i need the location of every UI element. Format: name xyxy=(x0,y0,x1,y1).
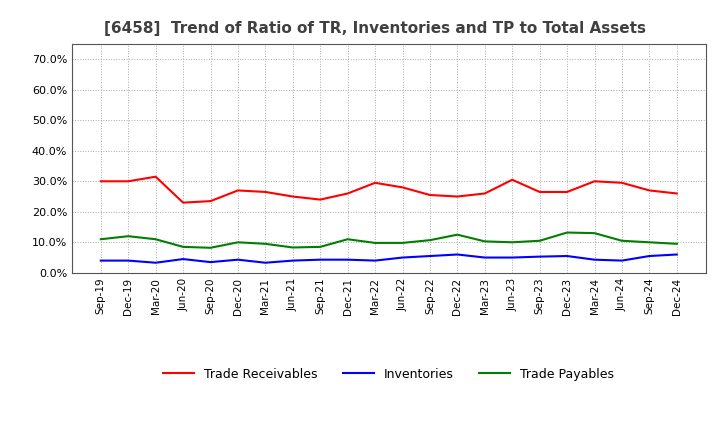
Inventories xyxy=(96,258,105,263)
Trade Payables xyxy=(590,231,599,236)
Trade Payables xyxy=(206,245,215,250)
Trade Receivables xyxy=(206,198,215,204)
Trade Receivables xyxy=(96,179,105,184)
Inventories xyxy=(480,255,489,260)
Inventories xyxy=(343,257,352,262)
Trade Receivables xyxy=(453,194,462,199)
Trade Receivables xyxy=(536,189,544,194)
Inventories xyxy=(261,260,270,265)
Trade Receivables xyxy=(371,180,379,185)
Inventories xyxy=(289,258,297,263)
Trade Payables xyxy=(151,237,160,242)
Trade Payables xyxy=(453,232,462,237)
Trade Payables xyxy=(289,245,297,250)
Inventories xyxy=(316,257,325,262)
Inventories xyxy=(536,254,544,259)
Inventories xyxy=(206,260,215,265)
Trade Receivables xyxy=(480,191,489,196)
Trade Payables xyxy=(179,244,187,249)
Trade Receivables xyxy=(151,174,160,180)
Trade Receivables xyxy=(289,194,297,199)
Trade Receivables xyxy=(563,189,572,194)
Inventories xyxy=(371,258,379,263)
Text: [6458]  Trend of Ratio of TR, Inventories and TP to Total Assets: [6458] Trend of Ratio of TR, Inventories… xyxy=(104,21,646,36)
Inventories xyxy=(645,253,654,259)
Inventories xyxy=(508,255,516,260)
Trade Receivables xyxy=(618,180,626,185)
Line: Inventories: Inventories xyxy=(101,254,677,263)
Trade Receivables xyxy=(124,179,132,184)
Trade Receivables xyxy=(343,191,352,196)
Trade Receivables xyxy=(590,179,599,184)
Inventories xyxy=(179,257,187,262)
Trade Receivables xyxy=(398,185,407,190)
Line: Trade Receivables: Trade Receivables xyxy=(101,177,677,203)
Inventories xyxy=(563,253,572,259)
Trade Payables xyxy=(508,240,516,245)
Trade Receivables xyxy=(261,189,270,194)
Trade Receivables xyxy=(508,177,516,183)
Trade Payables xyxy=(480,239,489,244)
Inventories xyxy=(672,252,681,257)
Trade Payables xyxy=(261,241,270,246)
Trade Receivables xyxy=(316,197,325,202)
Legend: Trade Receivables, Inventories, Trade Payables: Trade Receivables, Inventories, Trade Pa… xyxy=(158,363,619,385)
Trade Receivables xyxy=(672,191,681,196)
Trade Payables xyxy=(426,238,434,243)
Inventories xyxy=(398,255,407,260)
Trade Payables xyxy=(371,240,379,246)
Inventories xyxy=(453,252,462,257)
Inventories xyxy=(233,257,242,262)
Trade Payables xyxy=(316,244,325,249)
Trade Payables xyxy=(124,234,132,239)
Trade Payables xyxy=(398,240,407,246)
Line: Trade Payables: Trade Payables xyxy=(101,232,677,248)
Trade Receivables xyxy=(179,200,187,205)
Trade Payables xyxy=(618,238,626,243)
Trade Payables xyxy=(96,237,105,242)
Inventories xyxy=(151,260,160,265)
Inventories xyxy=(426,253,434,259)
Trade Payables xyxy=(343,237,352,242)
Trade Receivables xyxy=(426,192,434,198)
Trade Payables xyxy=(563,230,572,235)
Trade Payables xyxy=(233,240,242,245)
Trade Payables xyxy=(672,241,681,246)
Inventories xyxy=(618,258,626,263)
Trade Payables xyxy=(645,240,654,245)
Inventories xyxy=(590,257,599,262)
Trade Payables xyxy=(536,238,544,243)
Trade Receivables xyxy=(233,188,242,193)
Trade Receivables xyxy=(645,188,654,193)
Inventories xyxy=(124,258,132,263)
